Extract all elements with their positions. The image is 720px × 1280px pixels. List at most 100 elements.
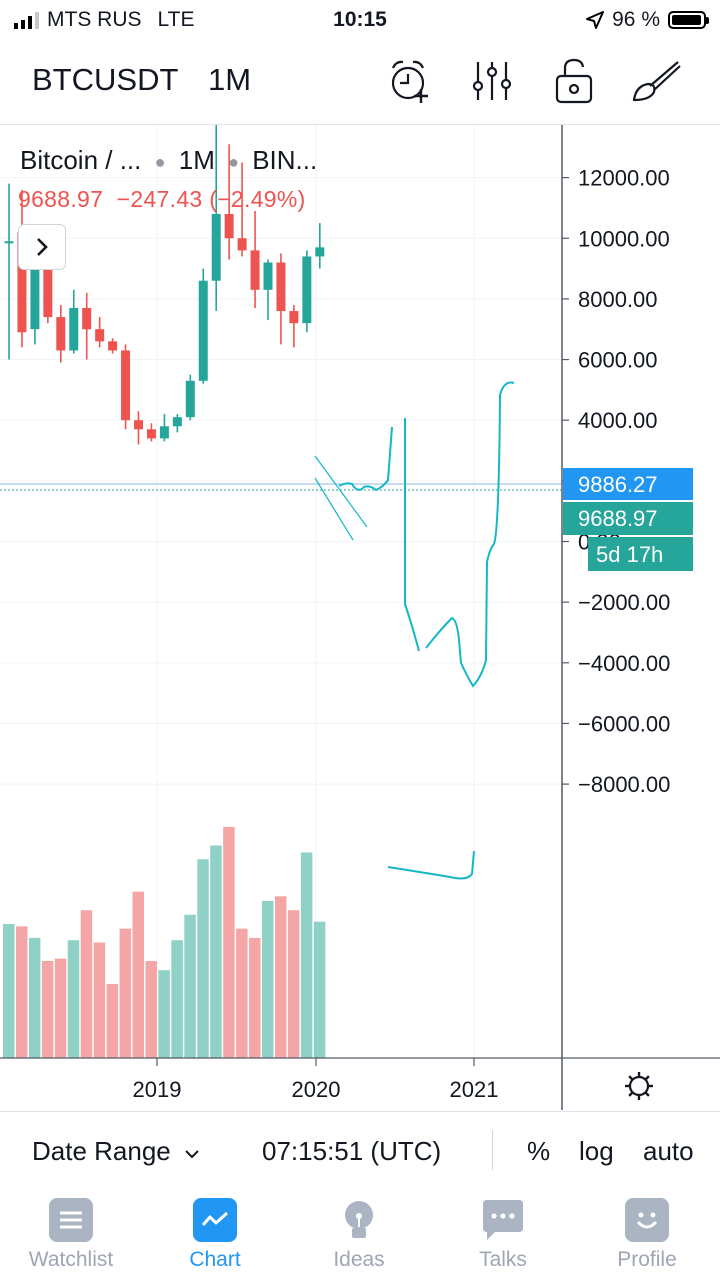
volume-bar	[93, 942, 106, 1058]
volume-bar	[132, 891, 144, 1058]
legend-separator: ●	[228, 151, 239, 172]
tab-label: Chart	[189, 1248, 241, 1271]
clock: 10:15	[333, 8, 387, 31]
bottom-tab-bar: Watchlist Chart Ideas Talks Profile	[0, 1188, 720, 1280]
volume-bar	[3, 924, 15, 1058]
tab-talks[interactable]: Talks	[443, 1198, 563, 1272]
status-right: 96 %	[586, 8, 709, 32]
countdown-tag	[588, 537, 693, 571]
volume-bar	[158, 970, 170, 1058]
network-type: LTE	[157, 8, 195, 31]
tab-ideas[interactable]: Ideas	[299, 1198, 419, 1272]
time-tick-label: 2019	[133, 1077, 182, 1102]
volume-bar	[184, 914, 196, 1058]
candle-body	[146, 429, 156, 439]
tab-watchlist[interactable]: Watchlist	[11, 1198, 131, 1272]
volume-bar	[287, 910, 300, 1058]
trend-channel-line	[314, 477, 354, 541]
candle-body	[17, 232, 27, 333]
price-tick-label: 6000.00	[578, 348, 658, 373]
ideas-icon	[337, 1198, 381, 1242]
legend-interval: 1M	[178, 145, 215, 175]
candle-body	[30, 256, 40, 330]
volume-bar	[54, 958, 67, 1058]
carrier-name: MTS RUS	[47, 8, 142, 31]
volume-bar	[28, 937, 41, 1058]
price-tick-label: −6000.00	[578, 711, 670, 736]
chart-settings-icon[interactable]	[625, 1072, 653, 1100]
price-tick-label: 12000.00	[578, 166, 670, 191]
volume-bar	[80, 910, 93, 1058]
price-tick-label: −8000.00	[578, 772, 670, 797]
volume-bar	[313, 921, 326, 1058]
time-tick-label: 2020	[292, 1077, 341, 1102]
candle-body	[43, 256, 53, 318]
crosshair-price-label: 9886.27	[578, 472, 658, 497]
watchlist-icon	[49, 1198, 93, 1242]
trend-channel-line	[314, 455, 368, 528]
talks-icon	[481, 1198, 525, 1242]
legend-symbol-name: Bitcoin / ...	[20, 145, 142, 175]
tab-profile[interactable]: Profile	[587, 1198, 707, 1272]
candle-body	[289, 311, 299, 324]
log-scale-toggle[interactable]: log	[579, 1136, 614, 1166]
volume-bar	[249, 937, 261, 1058]
tab-label: Watchlist	[28, 1248, 114, 1271]
volume-bar	[210, 845, 222, 1058]
tab-chart[interactable]: Chart	[155, 1198, 275, 1272]
candle-body	[185, 380, 195, 418]
volume-bar	[106, 984, 119, 1058]
profile-icon	[625, 1198, 669, 1242]
price-chart[interactable]: 20000.0018000.0016000.0014000.0012000.00…	[0, 125, 720, 1110]
candle-body	[263, 262, 273, 290]
candle-body	[159, 426, 169, 439]
drawing-brush-icon[interactable]	[632, 56, 682, 106]
lock-icon[interactable]	[550, 56, 600, 106]
volume-bar	[15, 926, 28, 1058]
drawn-path	[404, 381, 515, 688]
status-left: MTS RUS LTE	[14, 8, 194, 32]
percent-scale-toggle[interactable]: %	[527, 1136, 551, 1166]
volume-bar	[197, 859, 209, 1058]
last-price: 9688.97	[18, 186, 104, 212]
symbol-selector[interactable]: BTCUSDT	[32, 62, 179, 97]
price-tick-label: 10000.00	[578, 226, 670, 251]
candle-body	[198, 280, 208, 381]
volume-bar	[300, 852, 313, 1058]
auto-scale-toggle[interactable]: auto	[643, 1136, 694, 1166]
candle-body	[69, 307, 79, 351]
candle-body	[276, 262, 286, 312]
drawn-path	[338, 426, 393, 492]
toolbar-divider	[492, 1130, 493, 1170]
candle-body	[95, 329, 105, 342]
price-change-percent: (−2.49%)	[209, 186, 306, 212]
chart-icon	[193, 1198, 237, 1242]
candle-body	[121, 350, 131, 421]
price-tick-label: 8000.00	[578, 287, 658, 312]
candle-body	[250, 250, 260, 290]
legend-exchange: BIN...	[252, 145, 318, 175]
alarm-add-icon[interactable]	[385, 56, 435, 106]
candle-body	[82, 307, 92, 330]
tab-label: Ideas	[333, 1248, 385, 1271]
price-tick-label: −2000.00	[578, 590, 670, 615]
chevron-down-icon	[185, 1150, 199, 1159]
candle-body	[172, 417, 182, 427]
candle-body	[224, 213, 234, 239]
interval-selector[interactable]: 1M	[208, 62, 252, 97]
price-tick-label: 4000.00	[578, 408, 658, 433]
candle-body	[237, 238, 247, 251]
utc-clock[interactable]: 07:15:51 (UTC)	[262, 1136, 442, 1166]
tab-label: Profile	[617, 1248, 677, 1271]
expand-legend-button[interactable]	[18, 224, 66, 270]
last-price-label: 9688.97	[578, 506, 658, 531]
volume-bar	[274, 896, 287, 1058]
tab-label: Talks	[479, 1248, 527, 1271]
date-range-label: Date Range	[32, 1136, 171, 1166]
bar-countdown-label: 5d 17h	[596, 542, 663, 567]
chart-bottom-toolbar: Date Range 07:15:51 (UTC) % log auto	[0, 1111, 720, 1189]
status-bar: MTS RUS LTE 10:15 96 %	[0, 0, 720, 40]
indicators-icon[interactable]	[468, 56, 518, 106]
date-range-button[interactable]: Date Range	[32, 1136, 200, 1167]
battery-percent: 96 %	[612, 8, 660, 31]
